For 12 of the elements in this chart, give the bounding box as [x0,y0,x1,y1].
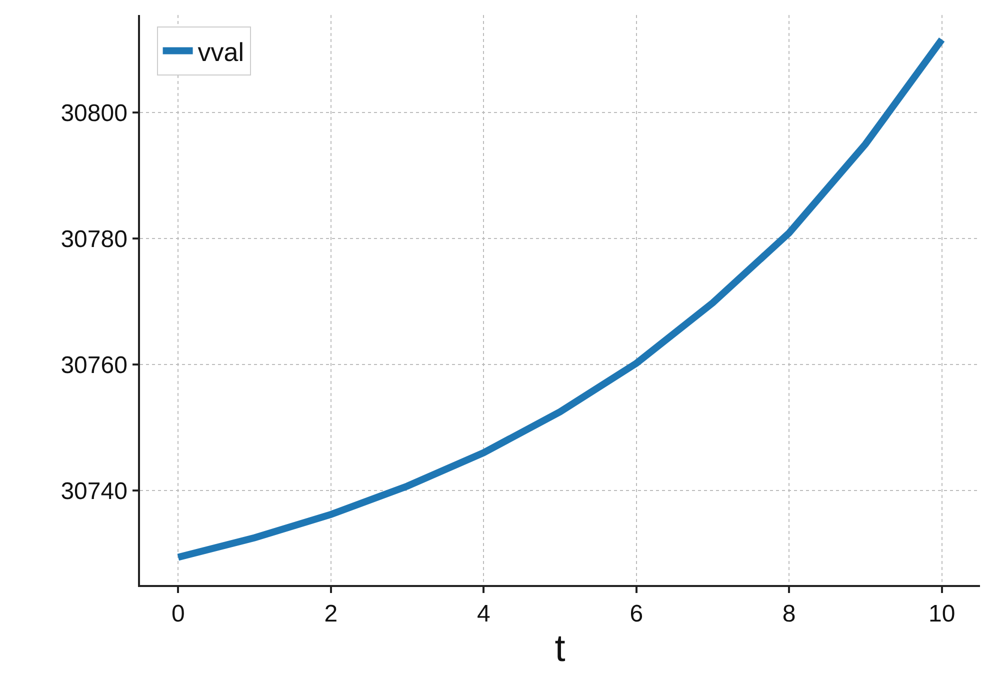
y-tick-label: 30740 [60,478,128,505]
x-tick-label: 4 [476,600,490,628]
x-tick-label: 0 [172,600,185,628]
x-tick-label: 6 [630,600,644,628]
x-tick-label: 2 [324,600,338,628]
x-axis-title: t [554,628,566,670]
legend-label: vval [198,36,244,67]
y-tick-label: 30800 [60,100,128,128]
x-tick-label: 10 [928,600,956,628]
y-tick-label: 30760 [60,352,128,379]
x-tick-label: 8 [782,600,796,628]
y-tick-label: 30780 [60,226,128,253]
